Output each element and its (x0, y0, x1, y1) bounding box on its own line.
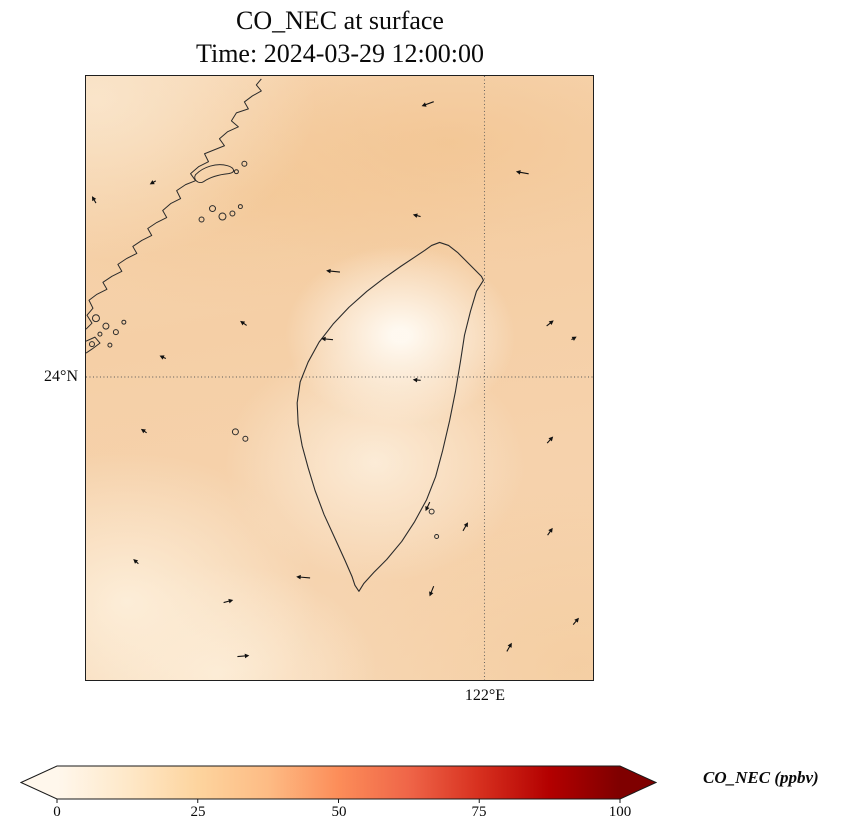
wind-arrow-icon (412, 377, 421, 383)
island (97, 331, 103, 337)
estuary-coastline (194, 164, 235, 184)
wind-arrow-icon (223, 598, 234, 604)
plot-title-line2: Time: 2024-03-29 12:00:00 (196, 39, 484, 68)
wind-arrow-icon (506, 642, 512, 652)
wind-arrow-icon (140, 428, 147, 434)
wind-arrow-icon (421, 101, 434, 107)
island (209, 205, 216, 213)
island (229, 210, 236, 217)
colorbar-title: CO_NEC (ppbv) (703, 768, 819, 787)
wind-arrow-icon (321, 336, 334, 342)
island (107, 342, 113, 348)
wind-arrow-icon (237, 653, 250, 659)
wind-arrow-icon (91, 196, 97, 204)
plot-title-line1: CO_NEC at surface (236, 6, 444, 35)
map-axes (85, 75, 594, 681)
x-tick-label-122e: 122°E (464, 687, 506, 704)
wind-arrow-icon (425, 501, 431, 512)
wind-arrow-icon (240, 320, 247, 326)
island (233, 169, 239, 175)
island (112, 329, 119, 336)
wind-arrow-icon (149, 180, 157, 185)
wind-quiver-layer (91, 101, 579, 659)
colorbar-tick-label: 50 (331, 804, 347, 820)
wind-arrow-icon (159, 355, 167, 360)
wind-arrow-icon (462, 522, 468, 532)
colorbar (20, 765, 657, 803)
taiwan-coastline (296, 241, 484, 592)
wind-arrow-icon (133, 559, 139, 565)
wind-arrow-icon (572, 617, 579, 625)
wind-arrow-icon (547, 527, 553, 536)
island (91, 314, 100, 323)
colorbar-tick-label: 25 (190, 804, 206, 820)
island (102, 322, 110, 330)
y-tick-label-24n: 24°N (44, 368, 78, 385)
mainland-coastline (86, 78, 262, 330)
wind-arrow-icon (296, 574, 311, 580)
island (231, 428, 239, 436)
island (237, 204, 243, 210)
island (428, 508, 435, 515)
island (241, 160, 248, 167)
island (88, 341, 95, 348)
wind-arrow-icon (429, 586, 435, 597)
wind-arrow-icon (546, 320, 554, 327)
plot-title: CO_NEC at surface Time: 2024-03-29 12:00… (85, 4, 595, 70)
wind-arrow-icon (546, 436, 554, 444)
colorbar-tick-label: 0 (53, 804, 61, 820)
island (218, 212, 227, 221)
wind-arrow-icon (515, 170, 529, 175)
colorbar-tick-label: 75 (471, 804, 487, 820)
island (198, 216, 205, 223)
wind-arrow-icon (326, 268, 341, 274)
map-overlay-svg (86, 76, 593, 680)
islands (88, 160, 440, 539)
island (121, 319, 127, 325)
colorbar-bar (20, 765, 657, 800)
colorbar-tick-label: 100 (608, 804, 632, 820)
wind-arrow-icon (412, 213, 421, 218)
island (434, 533, 440, 539)
colorbar-ticks (56, 799, 621, 803)
mainland-coastline-segment (86, 336, 101, 354)
island (242, 435, 249, 442)
wind-arrow-icon (571, 336, 577, 341)
